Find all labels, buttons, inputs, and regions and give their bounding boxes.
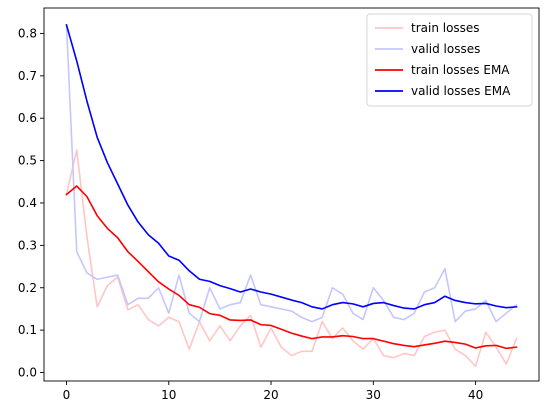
x-tick-label: 10 (161, 388, 176, 402)
x-tick-label: 20 (263, 388, 278, 402)
legend-label-train-losses: train losses (411, 21, 480, 35)
series-line-valid-losses-ema (65, 23, 518, 310)
legend: train losses valid losses train losses EMA… (366, 13, 533, 107)
legend-label-valid-losses-ema: valid losses EMA (411, 84, 511, 98)
y-tick-label: 0.8 (18, 26, 37, 40)
series-line-valid-losses (65, 24, 518, 323)
axes-layer: 0 10 20 30 40 0.0 0.1 0.2 0.3 0.4 0.5 0.6 0.7 0.8 (18, 7, 540, 402)
legend-label-train-losses-ema: train losses EMA (411, 63, 510, 77)
legend-box (366, 13, 533, 107)
y-tick-label: 0.1 (18, 323, 37, 337)
y-tick-label: 0.3 (18, 238, 37, 252)
legend-label-valid-losses: valid losses (411, 42, 480, 56)
y-tick-label: 0.7 (18, 69, 37, 83)
series-line-train-losses-ema (65, 185, 518, 350)
x-tick-label: 40 (468, 388, 483, 402)
axes-frame (43, 7, 540, 382)
series-layer (65, 23, 518, 367)
x-tick-label: 0 (63, 388, 71, 402)
y-tick-label: 0.4 (18, 196, 37, 210)
y-tick-label: 0.6 (18, 111, 37, 125)
y-tick-label: 0.5 (18, 154, 37, 168)
series-line-train-losses (65, 149, 518, 367)
x-tick-label: 30 (366, 388, 381, 402)
y-tick-label: 0.0 (18, 366, 37, 380)
y-tick-label: 0.2 (18, 281, 37, 295)
